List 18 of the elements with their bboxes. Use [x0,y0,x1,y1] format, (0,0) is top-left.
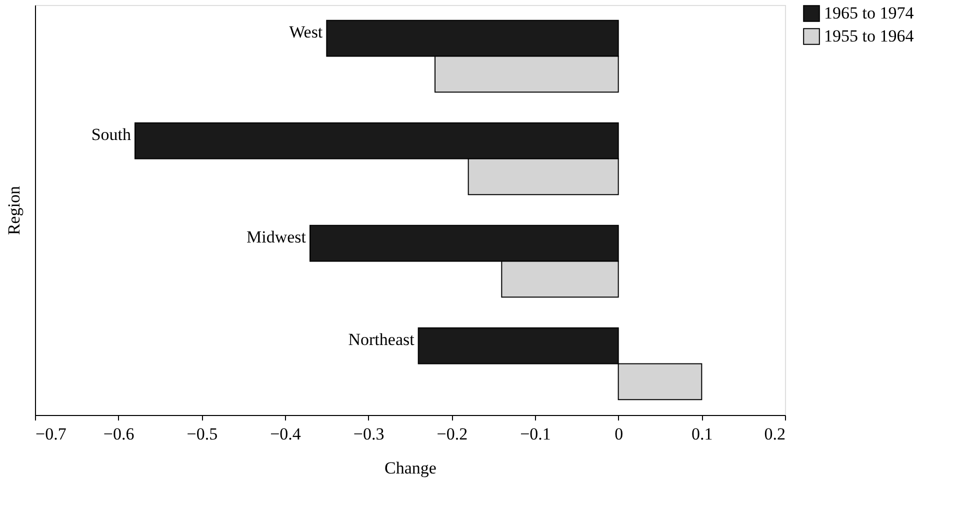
y-tick-label: Midwest [246,227,306,246]
y-tick-label: Northeast [348,330,415,349]
x-tick-label: −0.7 [36,424,67,444]
y-tick-label: West [289,22,323,42]
x-tick-label: −0.6 [103,424,134,444]
x-axis-title: Change [384,458,436,478]
x-tick-label: −0.5 [186,424,218,444]
legend-label: 1965 to 1974 [824,4,914,22]
x-tick-label: 0.1 [692,424,713,444]
y-axis-title: Region [4,185,24,236]
x-tick-label: −0.1 [520,424,551,444]
y-tick-label: South [91,124,132,144]
x-tick-label: −0.2 [436,424,468,444]
x-tick-label: 0.2 [764,424,786,444]
x-tick-label: 0 [614,424,624,444]
x-tick-label: −0.3 [353,424,384,444]
x-tick-label: −0.4 [270,424,302,444]
legend-label: 1955 to 1964 [824,26,914,46]
